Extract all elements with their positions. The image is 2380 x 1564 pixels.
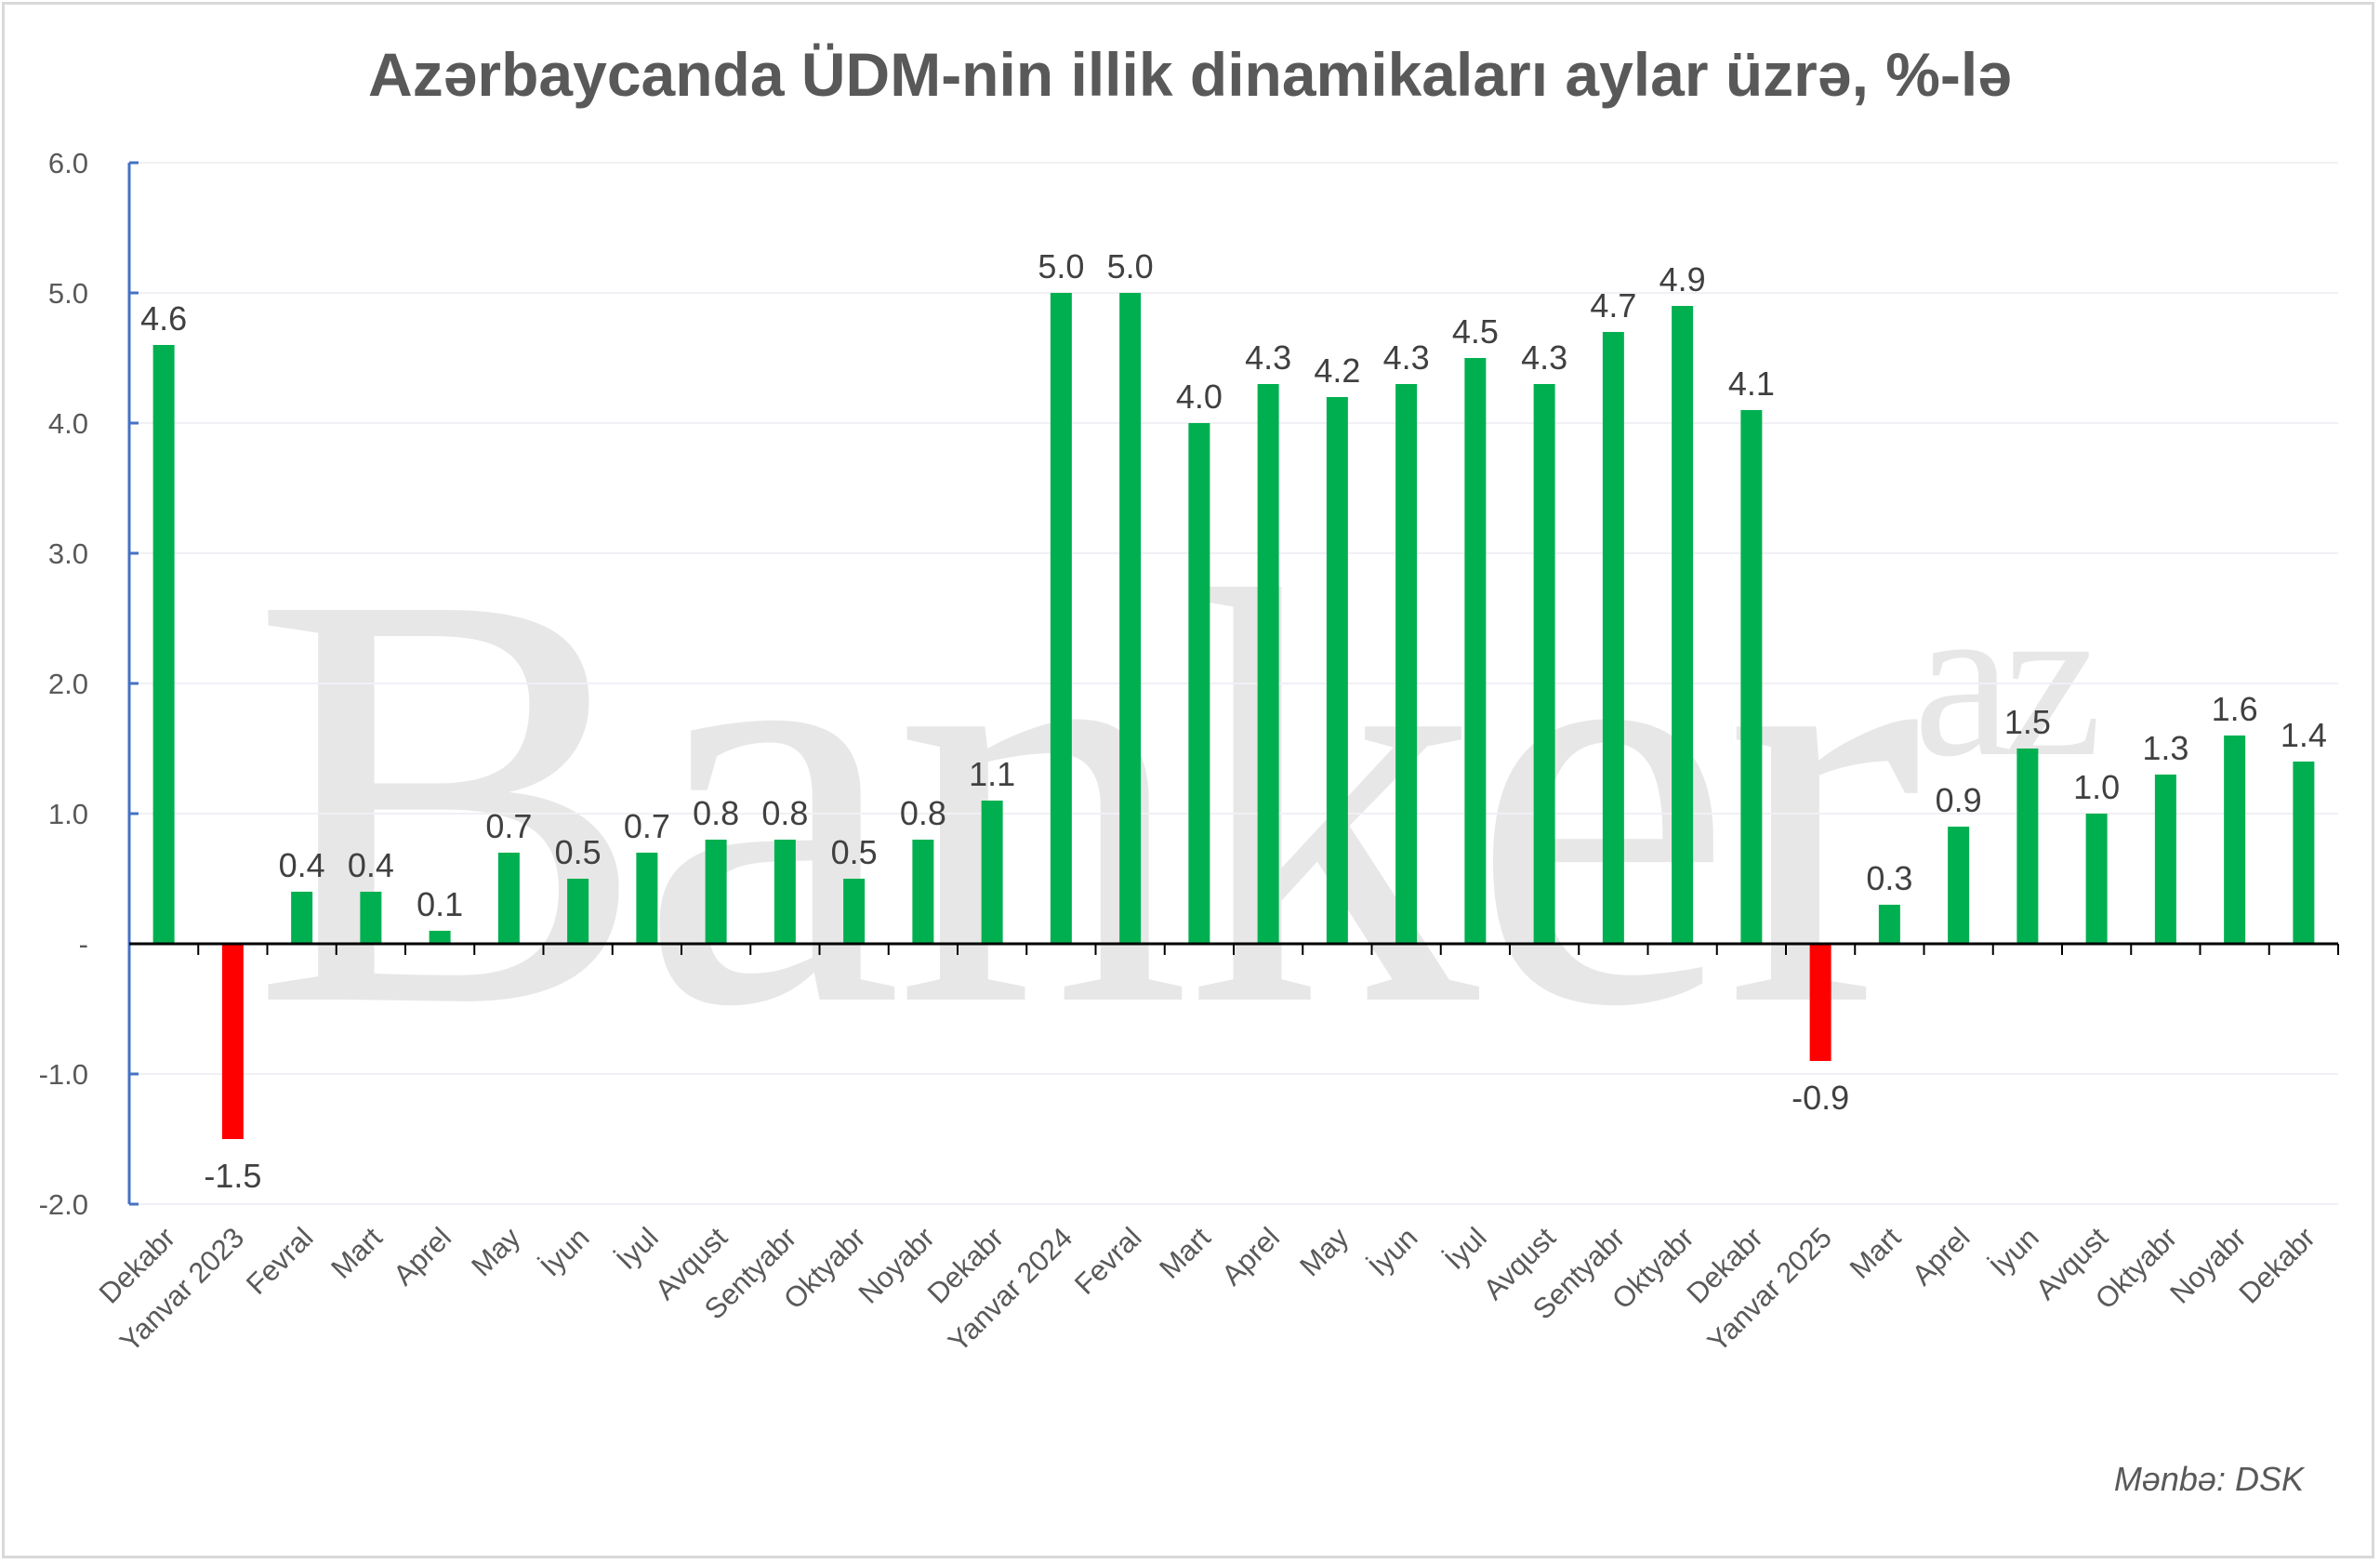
bar: [2085, 814, 2108, 944]
data-label: 4.6: [140, 299, 187, 338]
data-label: 4.3: [1521, 338, 1567, 377]
data-label: 1.6: [2212, 690, 2258, 728]
data-label: 5.0: [1038, 247, 1084, 285]
x-tick-label: İyun: [1984, 1221, 2045, 1282]
bar: [1395, 384, 1418, 944]
bar: [360, 892, 382, 944]
x-tick-label: Aprel: [1215, 1221, 1286, 1292]
y-tick-label: 4.0: [48, 407, 88, 440]
data-label: 1.4: [2281, 716, 2327, 754]
bar: [1188, 423, 1210, 944]
data-label: 1.5: [2004, 703, 2051, 741]
data-label: 0.4: [279, 846, 325, 884]
watermark-logo: Bankeraz: [251, 471, 2102, 1129]
bar: [1464, 358, 1487, 944]
bar: [1050, 293, 1072, 944]
bar: [981, 801, 1003, 944]
bar: [291, 892, 313, 944]
bar: [429, 931, 451, 944]
x-tick-label: Mart: [324, 1221, 389, 1285]
bar: [221, 944, 244, 1139]
data-label: -1.5: [204, 1157, 261, 1195]
bar: [843, 879, 866, 944]
x-tick-label: May: [465, 1221, 527, 1283]
bar: [152, 345, 175, 944]
bar: [636, 853, 658, 944]
data-label: 1.3: [2142, 729, 2188, 767]
y-tick-label: -1.0: [39, 1058, 88, 1091]
data-label: 1.1: [969, 755, 1015, 793]
y-tick-label: -2.0: [39, 1188, 88, 1221]
x-tick-label: May: [1293, 1221, 1355, 1283]
data-label: 4.1: [1728, 364, 1775, 403]
bar: [1740, 410, 1763, 944]
y-tick-label: -: [79, 928, 88, 961]
x-tick-label: Fevral: [1068, 1221, 1148, 1301]
bar: [774, 840, 796, 944]
data-label: 0.5: [831, 833, 878, 871]
x-tick-label: Aprel: [1906, 1221, 1977, 1292]
bar: [1326, 397, 1348, 944]
data-label: -0.9: [1792, 1079, 1849, 1117]
data-label: 0.7: [624, 807, 670, 845]
bar: [2016, 749, 2039, 944]
data-label: 1.0: [2073, 768, 2120, 806]
data-label: 4.0: [1176, 378, 1223, 416]
data-label: 0.8: [693, 794, 739, 832]
x-tick-label: Noyabr: [2163, 1221, 2252, 1309]
bar: [567, 879, 589, 944]
y-tick-label: 1.0: [48, 798, 88, 830]
x-tick-label: İyun: [1362, 1221, 1423, 1282]
bar: [1119, 293, 1142, 944]
data-label: 0.1: [416, 885, 463, 923]
x-tick-label: İyul: [610, 1221, 665, 1276]
bar: [1257, 384, 1279, 944]
data-label: 4.3: [1383, 338, 1430, 377]
data-label: 4.2: [1314, 351, 1360, 390]
data-label: 0.5: [555, 833, 602, 871]
bar: [1602, 332, 1624, 944]
x-tick-label: Dekabr: [2232, 1221, 2320, 1309]
bar: [1948, 827, 1970, 944]
bar: [2224, 736, 2246, 944]
data-label: 0.8: [900, 794, 946, 832]
x-tick-label: Fevral: [240, 1221, 320, 1301]
data-label: 4.9: [1659, 260, 1706, 298]
bar: [705, 840, 727, 944]
y-tick-label: 5.0: [48, 277, 88, 310]
data-label: 0.3: [1866, 859, 1912, 897]
x-tick-label: İyun: [534, 1221, 595, 1282]
data-label: 5.0: [1107, 247, 1154, 285]
bar: [2154, 775, 2176, 944]
data-label: 4.5: [1452, 312, 1499, 351]
bar: [1533, 384, 1555, 944]
data-label: 0.7: [485, 807, 532, 845]
x-tick-label: Aprel: [387, 1221, 457, 1292]
x-tick-label: İyul: [1438, 1221, 1493, 1276]
data-label: 4.3: [1245, 338, 1291, 377]
bar: [1672, 306, 1694, 944]
data-label: 4.7: [1590, 286, 1636, 325]
x-tick-label: Mart: [1844, 1221, 1908, 1285]
data-label: 0.4: [348, 846, 394, 884]
y-tick-label: 6.0: [48, 147, 88, 179]
y-tick-label: 3.0: [48, 537, 88, 570]
bar: [1878, 905, 1900, 944]
data-label: 0.8: [761, 794, 808, 832]
bar: [912, 840, 934, 944]
bar: [1809, 944, 1831, 1061]
chart-title: Azərbaycanda ÜDM-nin illik dinamikaları …: [368, 40, 2012, 109]
bar: [2293, 762, 2315, 944]
source-note: Mənbə: DSK: [2113, 1460, 2304, 1498]
bar: [497, 853, 520, 944]
y-tick-label: 2.0: [48, 668, 88, 700]
x-tick-label: Mart: [1153, 1221, 1217, 1285]
data-label: 0.9: [1936, 781, 1982, 819]
x-tick-label: Noyabr: [852, 1221, 940, 1309]
